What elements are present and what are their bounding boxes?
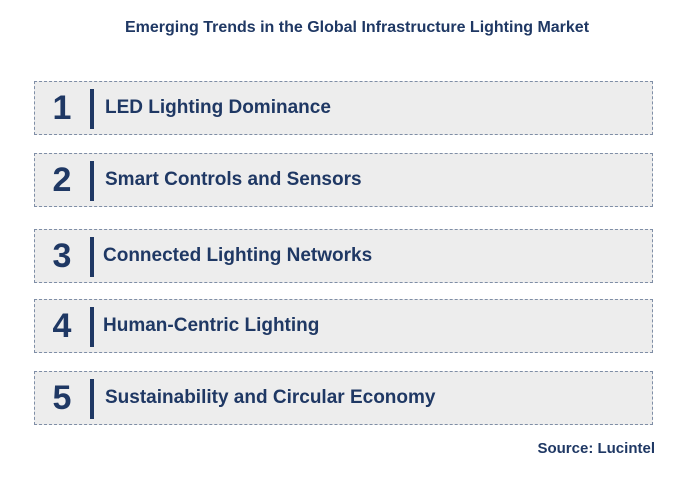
divider-bar (90, 161, 94, 201)
trend-label: LED Lighting Dominance (105, 97, 331, 118)
diagram-title: Emerging Trends in the Global Infrastruc… (124, 19, 590, 36)
trend-number: 5 (52, 378, 72, 417)
divider-bar (90, 89, 94, 129)
trend-item-4: 4 Human-Centric Lighting (34, 299, 653, 353)
trend-item-2: 2 Smart Controls and Sensors (34, 153, 653, 207)
trend-label: Sustainability and Circular Economy (105, 387, 436, 408)
trend-number: 3 (52, 236, 72, 275)
trend-number: 4 (52, 306, 72, 345)
trend-label: Smart Controls and Sensors (105, 169, 362, 190)
trend-item-3: 3 Connected Lighting Networks (34, 229, 653, 283)
trend-label: Connected Lighting Networks (103, 245, 373, 266)
divider-bar (90, 379, 94, 419)
source-credit: Source: Lucintel (537, 440, 655, 457)
trend-number: 1 (52, 88, 72, 127)
divider-bar (90, 307, 94, 347)
trend-item-5: 5 Sustainability and Circular Economy (34, 371, 653, 425)
trend-label: Human-Centric Lighting (103, 315, 320, 336)
divider-bar (90, 237, 94, 277)
trend-item-1: 1 LED Lighting Dominance (34, 81, 653, 135)
trend-number: 2 (52, 160, 72, 199)
